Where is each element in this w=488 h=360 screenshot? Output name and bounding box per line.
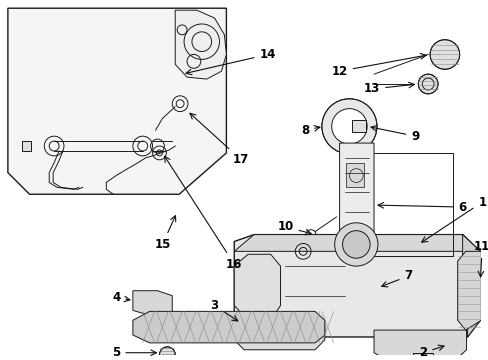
- Polygon shape: [412, 353, 432, 360]
- Text: 1: 1: [421, 195, 486, 242]
- Text: 17: 17: [190, 113, 249, 166]
- Bar: [352, 121, 366, 132]
- Circle shape: [342, 231, 369, 258]
- Text: 13: 13: [363, 82, 413, 95]
- Bar: [346, 163, 364, 187]
- Circle shape: [334, 266, 377, 309]
- Text: 9: 9: [370, 126, 419, 143]
- Polygon shape: [234, 235, 479, 251]
- Bar: [163, 355, 171, 360]
- Polygon shape: [8, 8, 226, 194]
- Circle shape: [321, 99, 376, 154]
- Polygon shape: [133, 291, 172, 315]
- Polygon shape: [234, 235, 479, 337]
- Text: 6: 6: [377, 201, 466, 213]
- Text: 10: 10: [277, 220, 310, 235]
- Text: 7: 7: [381, 269, 412, 287]
- Bar: [21, 141, 31, 151]
- Text: 14: 14: [185, 48, 275, 75]
- Text: 16: 16: [164, 156, 242, 271]
- Polygon shape: [462, 235, 479, 337]
- Text: 2: 2: [418, 345, 443, 359]
- Circle shape: [334, 223, 377, 266]
- Polygon shape: [457, 251, 480, 330]
- Text: 4: 4: [112, 291, 130, 304]
- Text: 12: 12: [331, 54, 426, 78]
- Text: 11: 11: [473, 240, 488, 277]
- Text: 5: 5: [112, 346, 156, 359]
- Text: 15: 15: [154, 216, 175, 251]
- Text: 3: 3: [210, 299, 237, 321]
- Polygon shape: [339, 143, 373, 261]
- Polygon shape: [133, 311, 324, 343]
- Polygon shape: [234, 313, 324, 350]
- Circle shape: [429, 40, 459, 69]
- Circle shape: [342, 274, 369, 302]
- Polygon shape: [373, 330, 466, 360]
- Circle shape: [331, 109, 366, 144]
- Polygon shape: [234, 254, 280, 320]
- Circle shape: [417, 74, 437, 94]
- Text: 8: 8: [301, 124, 319, 137]
- Polygon shape: [175, 10, 226, 79]
- Circle shape: [159, 347, 175, 360]
